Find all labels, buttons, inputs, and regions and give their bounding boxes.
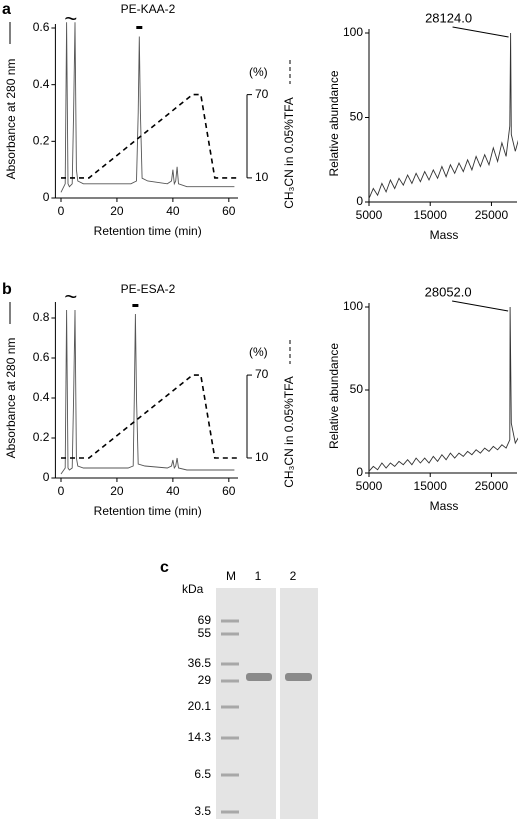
peak-annotation: 28124.0 [425, 10, 472, 25]
y-tick-label: 0.4 [33, 390, 50, 404]
x-tick-label: 25000 [475, 479, 509, 493]
lane-label: 2 [290, 569, 297, 583]
marker-band [221, 773, 239, 777]
marker-band [221, 736, 239, 740]
panel-label: b [2, 281, 12, 298]
x-tick-label: 60 [222, 204, 236, 218]
y-tick-label: 0.8 [33, 310, 50, 324]
x-axis-label: Mass [430, 228, 459, 242]
axis-break: ~ [64, 6, 77, 31]
y2-unit: (%) [249, 345, 268, 359]
x-tick-label: 15000 [414, 208, 448, 222]
data-line [61, 93, 238, 179]
marker-label: 3.5 [194, 804, 211, 818]
y-tick-label: 0 [356, 194, 363, 208]
marker-label: 20.1 [188, 699, 212, 713]
y-tick-label: 0.6 [33, 350, 50, 364]
marker-band [221, 662, 239, 666]
data-line [368, 32, 518, 199]
y-tick-label: 50 [350, 110, 364, 124]
data-line [61, 374, 238, 459]
y-tick-label: 0.4 [33, 77, 50, 91]
panel-label: a [2, 1, 11, 18]
y-tick-label: 100 [343, 25, 363, 39]
marker-band [221, 632, 239, 636]
chart-title: PE-KAA-2 [121, 2, 176, 16]
y-tick-label: 0.2 [33, 134, 50, 148]
x-tick-label: 20 [110, 204, 124, 218]
peak-annotation: 28052.0 [425, 284, 472, 299]
y-axis-label: Absorbance at 280 nm [4, 59, 18, 180]
gel-splice [276, 588, 280, 819]
x-tick-label: 40 [166, 204, 180, 218]
marker-band [221, 810, 239, 814]
y-tick-label: 50 [350, 382, 364, 396]
gel-band [285, 673, 312, 681]
y-tick-label: 0 [356, 465, 363, 479]
x-axis-label: Retention time (min) [94, 504, 202, 518]
chart-title: PE-ESA-2 [121, 282, 176, 296]
x-tick-label: 15000 [414, 479, 448, 493]
y-axis-label: Relative abundance [327, 343, 341, 449]
marker-label: 69 [198, 613, 212, 627]
x-tick-label: 25000 [475, 208, 509, 222]
x-tick-label: 0 [58, 484, 65, 498]
gel-unit: kDa [182, 582, 204, 596]
y2-tick-label: 70 [255, 367, 269, 381]
x-tick-label: 40 [166, 484, 180, 498]
panel-label: c [160, 559, 169, 576]
marker-label: 55 [198, 626, 212, 640]
marker-band [221, 619, 239, 623]
y2-tick-label: 70 [255, 87, 269, 101]
marker-band [221, 679, 239, 683]
data-line [60, 22, 235, 193]
y2-axis-label: CH₃CN in 0.05%TFA [282, 97, 296, 209]
y-tick-label: 0.6 [33, 20, 50, 34]
marker-band [221, 705, 239, 709]
y-axis-label: Relative abundance [327, 70, 341, 176]
x-tick-label: 5000 [356, 479, 383, 493]
y-tick-label: 0 [43, 190, 50, 204]
gel [216, 588, 318, 819]
y2-tick-label: 10 [255, 170, 269, 184]
x-tick-label: 60 [222, 484, 236, 498]
x-tick-label: 20 [110, 484, 124, 498]
data-line [60, 309, 235, 475]
x-axis-label: Mass [430, 499, 459, 513]
gel-band [246, 673, 272, 681]
marker-label: 14.3 [188, 730, 212, 744]
lane-label: 1 [255, 569, 262, 583]
marker-label: 36.5 [188, 656, 212, 670]
marker-label: 29 [198, 673, 212, 687]
x-tick-label: 5000 [356, 208, 383, 222]
y-tick-label: 0 [43, 470, 50, 484]
annotation-leader [452, 26, 509, 38]
axis-break: ~ [64, 284, 77, 309]
y2-axis-label: CH₃CN in 0.05%TFA [282, 376, 296, 488]
y-axis-label: Absorbance at 280 nm [4, 338, 18, 459]
y-tick-label: 0.2 [33, 430, 50, 444]
x-tick-label: 0 [58, 204, 65, 218]
data-line [368, 306, 518, 472]
marker-label: 6.5 [194, 767, 211, 781]
peak-marker [132, 304, 139, 307]
y-tick-label: 100 [343, 299, 363, 313]
lane-label: M [226, 569, 236, 583]
annotation-leader [452, 300, 509, 312]
peak-marker [136, 26, 143, 29]
y2-unit: (%) [249, 65, 268, 79]
x-axis-label: Retention time (min) [94, 224, 202, 238]
y2-tick-label: 10 [255, 450, 269, 464]
